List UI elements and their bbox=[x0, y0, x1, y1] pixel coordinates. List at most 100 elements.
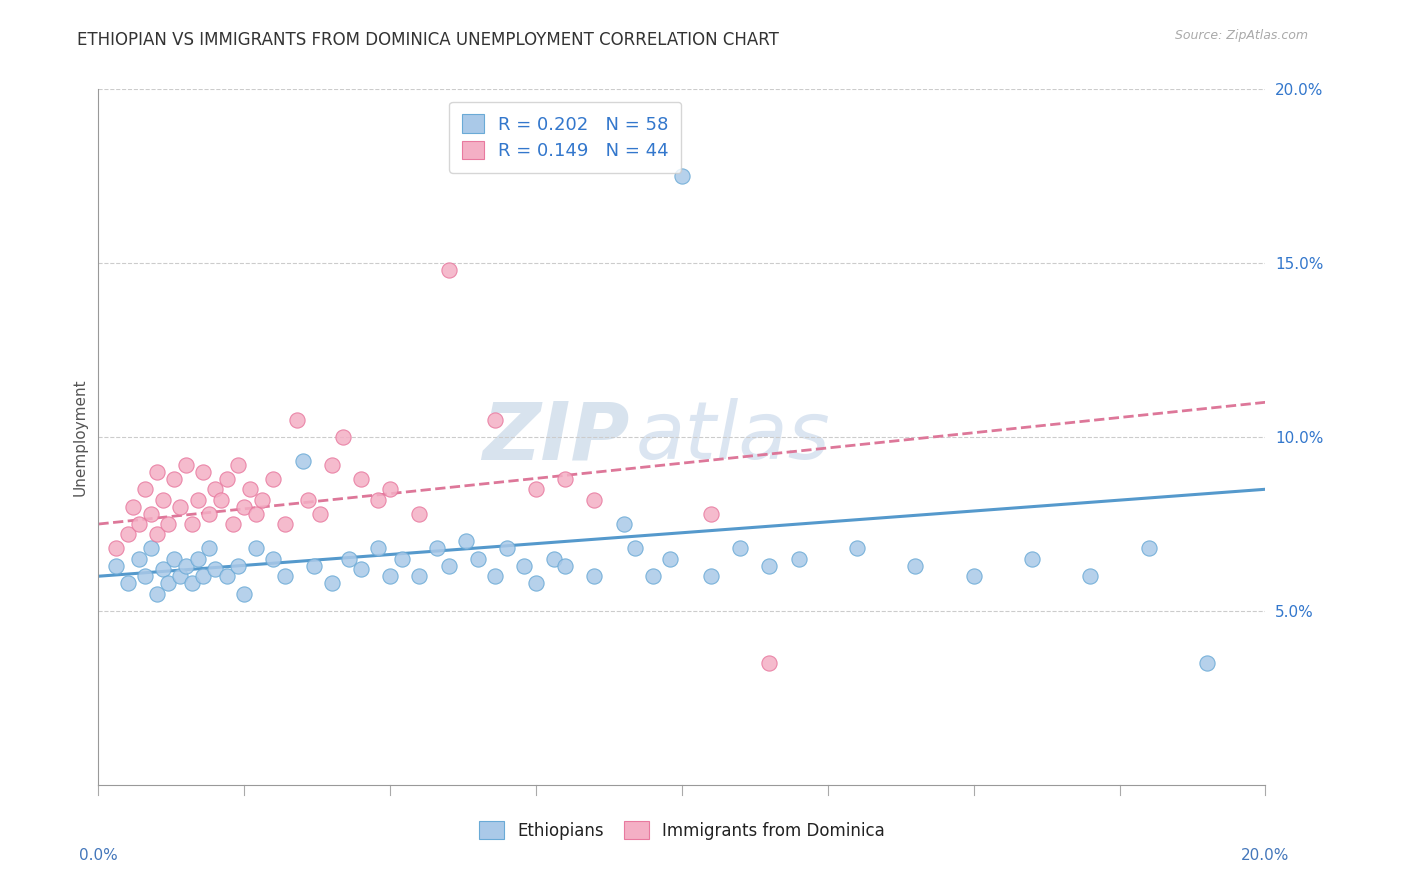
Point bbox=[152, 562, 174, 576]
Point bbox=[163, 551, 186, 566]
Point bbox=[104, 541, 127, 556]
Point bbox=[262, 472, 284, 486]
Point bbox=[367, 492, 389, 507]
Point bbox=[180, 576, 202, 591]
Point bbox=[437, 558, 460, 573]
Point bbox=[198, 507, 221, 521]
Point bbox=[146, 527, 169, 541]
Point bbox=[157, 516, 180, 531]
Point bbox=[291, 454, 314, 468]
Point bbox=[245, 507, 267, 521]
Point bbox=[612, 516, 634, 531]
Point bbox=[128, 551, 150, 566]
Point bbox=[332, 430, 354, 444]
Point bbox=[700, 507, 723, 521]
Point bbox=[624, 541, 647, 556]
Point bbox=[671, 169, 693, 184]
Point bbox=[1021, 551, 1043, 566]
Point bbox=[554, 558, 576, 573]
Point bbox=[408, 569, 430, 583]
Point bbox=[1195, 657, 1218, 671]
Point bbox=[524, 576, 547, 591]
Point bbox=[198, 541, 221, 556]
Point bbox=[380, 569, 402, 583]
Point bbox=[215, 472, 238, 486]
Point bbox=[157, 576, 180, 591]
Point bbox=[1137, 541, 1160, 556]
Point bbox=[391, 551, 413, 566]
Point bbox=[583, 492, 606, 507]
Point bbox=[641, 569, 664, 583]
Point bbox=[245, 541, 267, 556]
Point bbox=[193, 465, 215, 479]
Point bbox=[380, 482, 402, 496]
Point bbox=[583, 569, 606, 583]
Point bbox=[250, 492, 273, 507]
Text: atlas: atlas bbox=[636, 398, 830, 476]
Point bbox=[904, 558, 927, 573]
Point bbox=[454, 534, 477, 549]
Point bbox=[787, 551, 810, 566]
Point bbox=[484, 412, 506, 426]
Point bbox=[467, 551, 489, 566]
Point bbox=[187, 551, 209, 566]
Point bbox=[187, 492, 209, 507]
Point bbox=[758, 558, 780, 573]
Point bbox=[139, 507, 162, 521]
Point bbox=[180, 516, 202, 531]
Text: Source: ZipAtlas.com: Source: ZipAtlas.com bbox=[1174, 29, 1308, 42]
Text: 20.0%: 20.0% bbox=[1241, 847, 1289, 863]
Point bbox=[524, 482, 547, 496]
Point bbox=[174, 458, 197, 472]
Point bbox=[543, 551, 565, 566]
Point bbox=[169, 569, 191, 583]
Point bbox=[426, 541, 449, 556]
Point bbox=[152, 492, 174, 507]
Point bbox=[139, 541, 162, 556]
Point bbox=[146, 465, 169, 479]
Point bbox=[117, 576, 139, 591]
Point bbox=[962, 569, 984, 583]
Point bbox=[104, 558, 127, 573]
Point bbox=[117, 527, 139, 541]
Point bbox=[209, 492, 232, 507]
Point bbox=[274, 569, 297, 583]
Point bbox=[496, 541, 519, 556]
Legend: Ethiopians, Immigrants from Dominica: Ethiopians, Immigrants from Dominica bbox=[472, 814, 891, 847]
Point bbox=[233, 500, 256, 514]
Point bbox=[337, 551, 360, 566]
Point bbox=[233, 587, 256, 601]
Point bbox=[215, 569, 238, 583]
Point bbox=[350, 472, 373, 486]
Point bbox=[350, 562, 373, 576]
Point bbox=[304, 558, 326, 573]
Point bbox=[274, 516, 297, 531]
Point bbox=[758, 657, 780, 671]
Point bbox=[146, 587, 169, 601]
Point bbox=[228, 558, 250, 573]
Point bbox=[221, 516, 243, 531]
Point bbox=[321, 458, 343, 472]
Point bbox=[408, 507, 430, 521]
Point bbox=[297, 492, 319, 507]
Point bbox=[163, 472, 186, 486]
Point bbox=[1080, 569, 1102, 583]
Point bbox=[122, 500, 145, 514]
Point bbox=[730, 541, 752, 556]
Point bbox=[128, 516, 150, 531]
Point bbox=[174, 558, 197, 573]
Point bbox=[846, 541, 869, 556]
Point bbox=[169, 500, 191, 514]
Point bbox=[285, 412, 308, 426]
Text: ZIP: ZIP bbox=[482, 398, 630, 476]
Point bbox=[700, 569, 723, 583]
Point bbox=[513, 558, 536, 573]
Point bbox=[134, 569, 156, 583]
Point bbox=[204, 482, 226, 496]
Point bbox=[239, 482, 262, 496]
Point bbox=[262, 551, 284, 566]
Point bbox=[437, 263, 460, 277]
Text: ETHIOPIAN VS IMMIGRANTS FROM DOMINICA UNEMPLOYMENT CORRELATION CHART: ETHIOPIAN VS IMMIGRANTS FROM DOMINICA UN… bbox=[77, 31, 779, 49]
Point bbox=[367, 541, 389, 556]
Point bbox=[309, 507, 332, 521]
